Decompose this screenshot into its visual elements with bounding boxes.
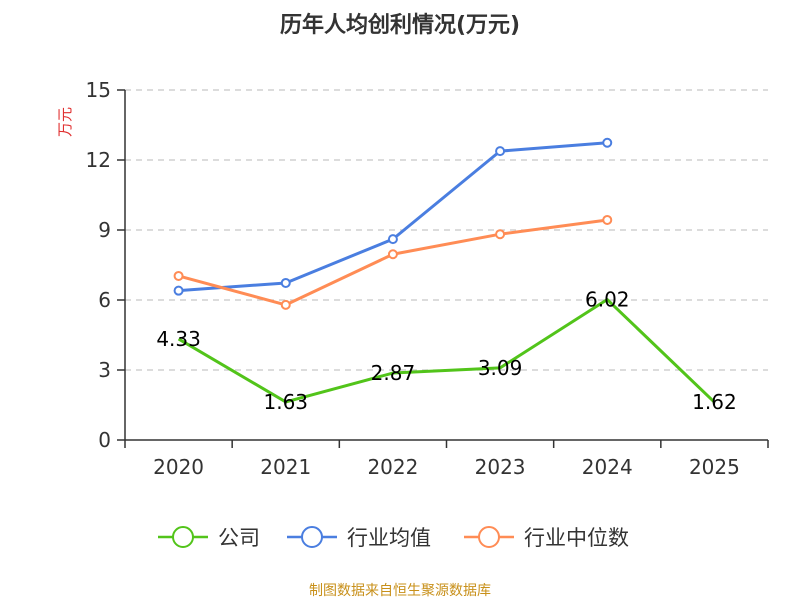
chart-title: 历年人均创利情况(万元) [280,12,520,38]
data-label: 6.02 [585,288,630,312]
data-point [173,285,184,296]
x-tick-label: 2023 [475,455,526,479]
legend-marker-icon [172,526,194,548]
y-tick-label: 3 [98,358,111,382]
x-tick-label: 2022 [367,455,418,479]
x-tick-label: 2024 [582,455,633,479]
data-point [387,249,398,260]
series-line-1 [178,141,608,293]
x-tick-label: 2025 [689,455,740,479]
x-tick-label: 2021 [260,455,311,479]
series-line-2 [178,218,608,307]
x-tick-label: 2020 [153,455,204,479]
source-note: 制图数据来自恒生聚源数据库 [309,583,491,599]
y-tick-label: 6 [98,288,111,312]
data-point [280,299,291,310]
legend-item-label: 行业中位数 [524,526,629,550]
data-label: 3.09 [478,356,523,380]
data-point [602,214,613,225]
data-point [173,270,184,281]
y-axis-label: 万元 [56,107,74,137]
legend-marker-icon [478,526,500,548]
data-label: 2.87 [371,361,416,385]
data-label: 4.33 [156,327,201,351]
legend-item-label: 公司 [218,526,260,550]
y-tick-label: 0 [98,428,111,452]
legend-item-label: 行业均值 [347,526,431,550]
data-point [495,146,506,157]
data-label: 1.62 [692,390,737,414]
data-point [387,234,398,245]
data-point [602,137,613,148]
legend-marker-icon [301,526,323,548]
series-line-0 [177,298,716,404]
data-point [280,277,291,288]
y-tick-label: 9 [98,218,111,242]
data-point [495,229,506,240]
y-tick-label: 12 [86,148,111,172]
data-label: 1.63 [263,390,308,414]
y-tick-label: 15 [86,78,111,102]
